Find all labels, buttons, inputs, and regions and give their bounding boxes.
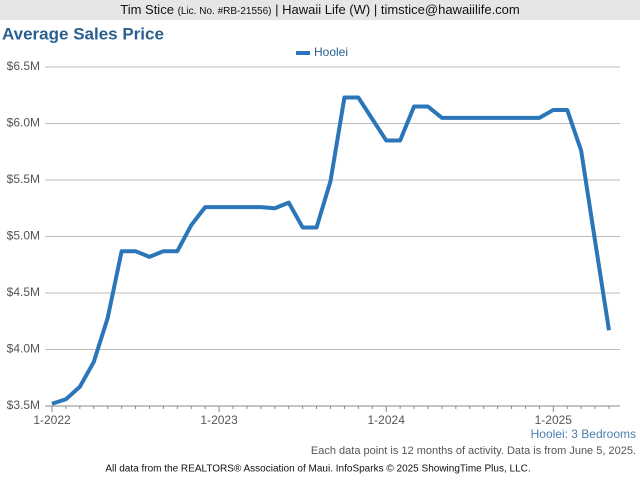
y-tick-label: $5.5M — [7, 172, 40, 186]
y-tick-label: $3.5M — [7, 398, 40, 412]
legend-label: Hoolei — [314, 45, 348, 59]
subtitle: Hoolei: 3 Bedrooms — [531, 427, 636, 441]
y-tick-label: $4.5M — [7, 285, 40, 299]
license: (Lic. No. #RB-21556) — [178, 6, 272, 17]
source: All data from the REALTORS® Association … — [105, 464, 530, 475]
series-line — [51, 95, 611, 406]
y-tick-label: $4.0M — [7, 342, 40, 356]
chart-title: Average Sales Price — [2, 24, 164, 43]
x-tick-label: 1-2025 — [535, 413, 573, 427]
header: Tim Stice (Lic. No. #RB-21556) | Hawaii … — [120, 2, 520, 17]
y-tick-label: $5.0M — [7, 229, 40, 243]
x-tick-label: 1-2022 — [33, 413, 71, 427]
x-tick-label: 1-2024 — [368, 413, 406, 427]
y-tick-label: $6.5M — [7, 59, 40, 73]
y-tick-label: $6.0M — [7, 116, 40, 130]
x-tick-label: 1-2023 — [200, 413, 238, 427]
note: Each data point is 12 months of activity… — [311, 445, 636, 457]
header-rest: | Hawaii Life (W) | timstice@hawaiilife.… — [275, 2, 520, 17]
header-bar — [0, 0, 640, 20]
agent-name: Tim Stice — [120, 2, 174, 17]
